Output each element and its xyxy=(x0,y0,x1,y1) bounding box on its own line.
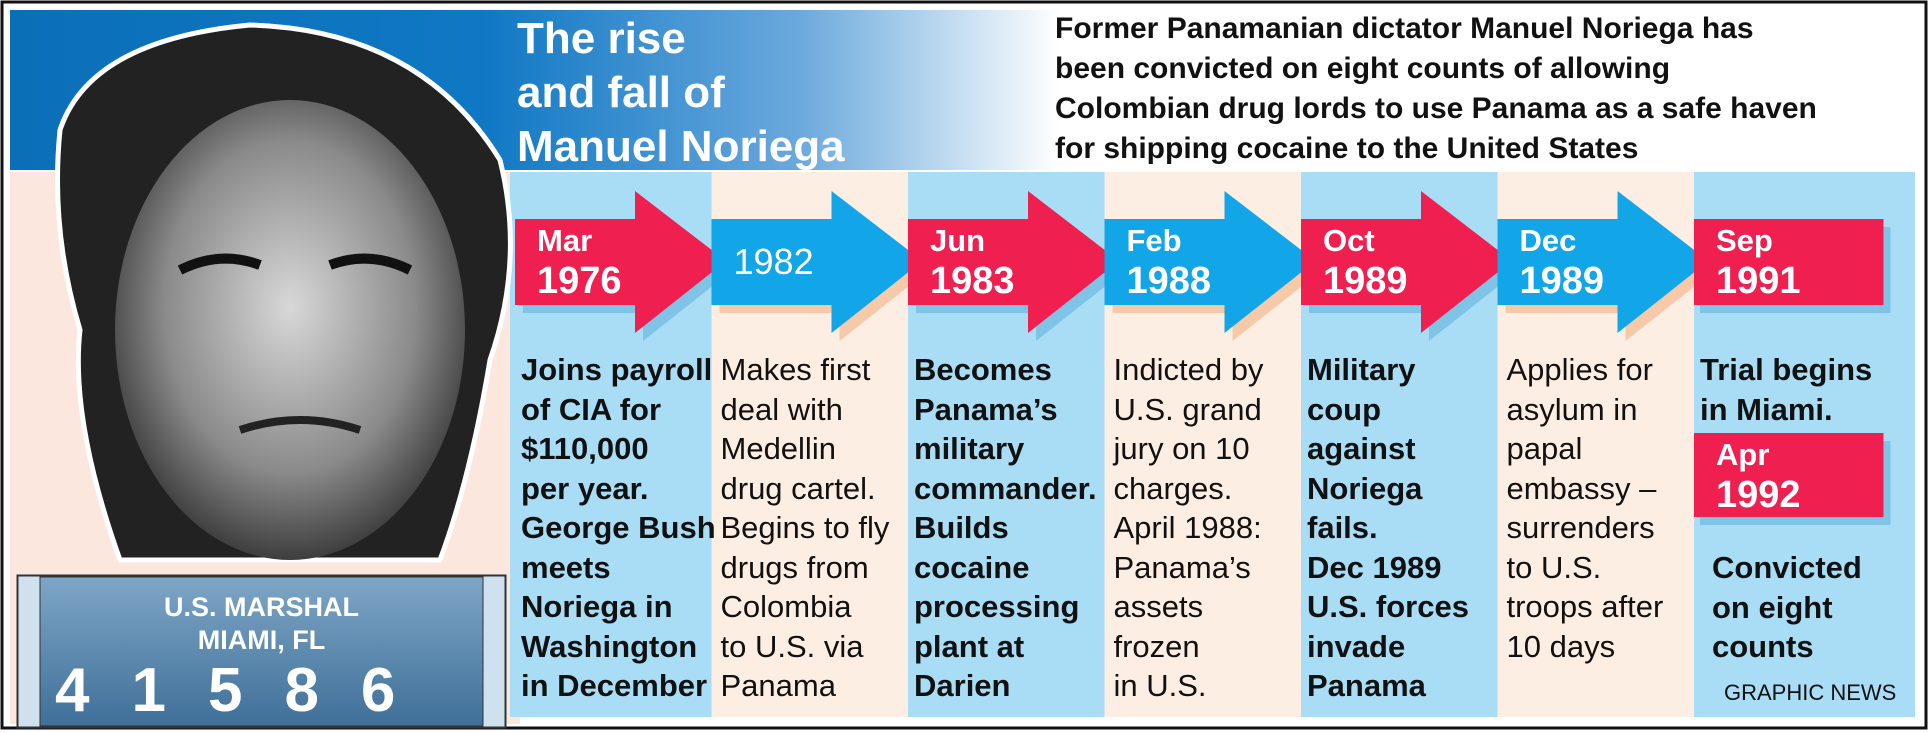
event-text: invade xyxy=(1307,628,1406,664)
event-text: commander. xyxy=(914,470,1097,506)
date-arrow xyxy=(515,191,726,333)
event-text: meets xyxy=(521,549,611,585)
event-text: drug cartel. xyxy=(720,470,876,506)
placard-number: 41586 xyxy=(55,656,438,725)
date-year: 1976 xyxy=(537,260,622,302)
title-line: Manuel Noriega xyxy=(517,122,845,171)
event-text: April 1988: xyxy=(1113,510,1262,545)
event-text: in December xyxy=(521,668,708,703)
date-month: Mar xyxy=(537,223,593,258)
event-text: U.S. grand xyxy=(1113,391,1262,427)
event-text: U.S. forces xyxy=(1307,589,1469,624)
event-text: processing xyxy=(914,589,1080,624)
placard-text: U.S. MARSHAL xyxy=(164,592,359,622)
title-line: and fall of xyxy=(517,68,725,117)
event-text: cocaine xyxy=(914,549,1030,585)
event-text: jury on 10 xyxy=(1113,431,1250,466)
event-text: in Miami. xyxy=(1700,391,1833,427)
event-text: plant at xyxy=(914,628,1025,664)
event-text: Indicted by xyxy=(1113,352,1264,387)
event-text: Joins payroll xyxy=(521,352,713,387)
event-text: Dec 1989 xyxy=(1307,549,1442,585)
event-text: embassy – xyxy=(1506,470,1657,506)
event-text: Applies for xyxy=(1506,352,1653,387)
event-text: $110,000 xyxy=(521,431,649,466)
event-text: Trial begins xyxy=(1700,352,1873,387)
placard-text: MIAMI, FL xyxy=(197,625,326,655)
event-text: per year. xyxy=(521,470,649,506)
event-text: charges. xyxy=(1113,470,1233,506)
date-year: 1989 xyxy=(1519,260,1605,302)
event-text: Convicted xyxy=(1712,550,1862,585)
event-text: on eight xyxy=(1712,589,1833,625)
event-text: surrenders xyxy=(1506,510,1655,545)
event-text: Panama xyxy=(720,668,836,703)
event-text: of CIA for xyxy=(521,391,662,427)
intro-line: for shipping cocaine to the United State… xyxy=(1055,132,1639,165)
intro-line: Former Panamanian dictator Manuel Norieg… xyxy=(1055,12,1754,45)
event-text: Panama’s xyxy=(914,391,1058,427)
event-text: to U.S. via xyxy=(720,628,864,664)
event-text: fails. xyxy=(1307,510,1378,545)
credit: GRAPHIC NEWS xyxy=(1724,680,1897,705)
date-month: Sep xyxy=(1716,223,1773,258)
event-text: Begins to fly xyxy=(720,510,890,545)
date-month: Oct xyxy=(1323,223,1375,258)
event-text: assets xyxy=(1113,589,1204,624)
date-arrow xyxy=(711,191,923,333)
event-text: Becomes xyxy=(914,352,1052,387)
date-year: 1991 xyxy=(1716,260,1801,302)
intro-line: Colombian drug lords to use Panama as a … xyxy=(1055,92,1817,125)
event-text: Darien xyxy=(914,668,1011,703)
date-arrow xyxy=(1104,191,1316,333)
event-text: Military xyxy=(1307,352,1416,387)
event-text: George Bush xyxy=(521,510,716,545)
event-text: Medellin xyxy=(720,431,836,466)
event-text: counts xyxy=(1712,629,1814,664)
date-month: Apr xyxy=(1716,437,1770,472)
date-month: Feb xyxy=(1126,223,1182,258)
date-year: 1982 xyxy=(733,241,814,282)
intro-line: been convicted on eight counts of allowi… xyxy=(1055,52,1671,85)
event-text: papal xyxy=(1506,431,1583,466)
event-text: in U.S. xyxy=(1113,668,1207,703)
event-text: to U.S. xyxy=(1506,549,1602,585)
date-arrow xyxy=(1497,191,1709,333)
date-year: 1983 xyxy=(930,260,1015,302)
title-line: The rise xyxy=(517,14,686,63)
event-text: Colombia xyxy=(720,589,852,624)
event-text: drugs from xyxy=(720,549,869,585)
date-year: 1989 xyxy=(1323,260,1408,302)
event-text: deal with xyxy=(720,391,843,427)
date-year: 1992 xyxy=(1716,474,1801,516)
event-text: Washington xyxy=(521,628,698,664)
date-arrow xyxy=(1301,191,1512,333)
event-text: Builds xyxy=(914,510,1009,545)
date-month: Dec xyxy=(1519,223,1577,258)
event-text: coup xyxy=(1307,391,1382,427)
date-month: Jun xyxy=(930,223,986,258)
date-box xyxy=(1694,433,1884,517)
date-box xyxy=(1694,219,1884,305)
event-text: military xyxy=(914,431,1025,466)
event-text: Noriega xyxy=(1307,470,1423,506)
event-text: Makes first xyxy=(720,352,871,387)
event-text: Panama xyxy=(1307,668,1426,703)
event-text: Panama’s xyxy=(1113,549,1251,585)
event-text: against xyxy=(1307,431,1416,466)
date-arrow xyxy=(908,191,1119,333)
event-text: frozen xyxy=(1113,628,1200,664)
event-text: asylum in xyxy=(1506,391,1638,427)
event-text: Noriega in xyxy=(521,589,673,624)
event-text: 10 days xyxy=(1506,628,1616,664)
event-text: troops after xyxy=(1506,589,1664,624)
date-year: 1988 xyxy=(1126,260,1212,302)
